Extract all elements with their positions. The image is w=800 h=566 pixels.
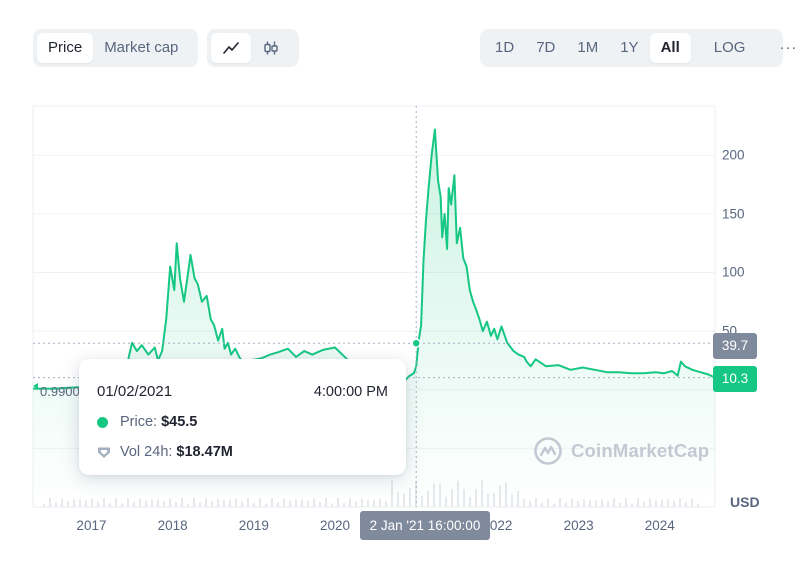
crosshair-date-label: 2 Jan '21 16:00:00: [360, 511, 490, 540]
tooltip-volume-value: $18.47M: [176, 444, 233, 460]
coinmarketcap-logo-icon: [533, 436, 563, 466]
hover-point: [411, 338, 421, 348]
candlestick-chart-icon: [263, 40, 279, 56]
first-price-label: 0.9900: [40, 384, 80, 399]
hover-price-tag: 39.7: [713, 333, 757, 359]
range-selector: 1D 7D 1M 1Y All LOG ···: [480, 29, 796, 67]
tooltip-price-value: $45.5: [161, 414, 198, 430]
left-marker: [33, 383, 38, 389]
x-tick-label: 2017: [76, 518, 107, 533]
range-1y[interactable]: 1Y: [620, 39, 639, 56]
tooltip-volume-row: Vol 24h: $18.47M: [97, 444, 388, 460]
tooltip-time: 4:00:00 PM: [313, 383, 388, 400]
y-tick-label: 100: [722, 264, 745, 280]
range-1d[interactable]: 1D: [495, 39, 515, 56]
x-tick-label: 2024: [644, 518, 675, 533]
tooltip-price-row: Price: $45.5: [97, 414, 388, 430]
candlestick-chart-button[interactable]: [251, 33, 291, 63]
y-tick-label: 150: [722, 206, 745, 222]
chart-type-toggle: [207, 29, 299, 67]
tooltip-volume-label: Vol 24h:: [120, 444, 173, 460]
tab-price[interactable]: Price: [37, 33, 94, 63]
x-tick-label: 2018: [157, 518, 188, 533]
currency-label: USD: [730, 494, 760, 510]
coinmarketcap-watermark: CoinMarketCap: [533, 436, 709, 466]
x-tick-label: 2020: [319, 518, 351, 533]
x-tick-label: 2019: [238, 518, 269, 533]
log-scale-button[interactable]: LOG: [713, 39, 746, 56]
price-series-dot: [97, 416, 108, 428]
tooltip-date: 01/02/2021: [97, 383, 173, 400]
range-all[interactable]: All: [649, 33, 691, 63]
range-7d[interactable]: 7D: [536, 39, 556, 56]
price-line: [33, 128, 716, 390]
y-tick-label: 200: [722, 147, 745, 163]
tooltip-header: 01/02/2021 4:00:00 PM: [97, 383, 388, 400]
x-tick-label: 2023: [563, 518, 594, 533]
volume-shield-icon: [97, 446, 111, 459]
current-price-tag: 10.3: [713, 366, 757, 392]
metric-tabs: Price Market cap: [33, 29, 198, 67]
hover-tooltip: 01/02/2021 4:00:00 PM Price: $45.5 Vol 2…: [79, 359, 406, 475]
range-1m[interactable]: 1M: [577, 39, 599, 56]
tab-market-cap[interactable]: Market cap: [104, 39, 179, 56]
more-options-button[interactable]: ···: [779, 39, 798, 56]
line-chart-button[interactable]: [211, 33, 251, 63]
line-chart-icon: [223, 41, 239, 55]
tooltip-price-label: Price:: [120, 414, 158, 430]
watermark-text: CoinMarketCap: [571, 440, 710, 461]
